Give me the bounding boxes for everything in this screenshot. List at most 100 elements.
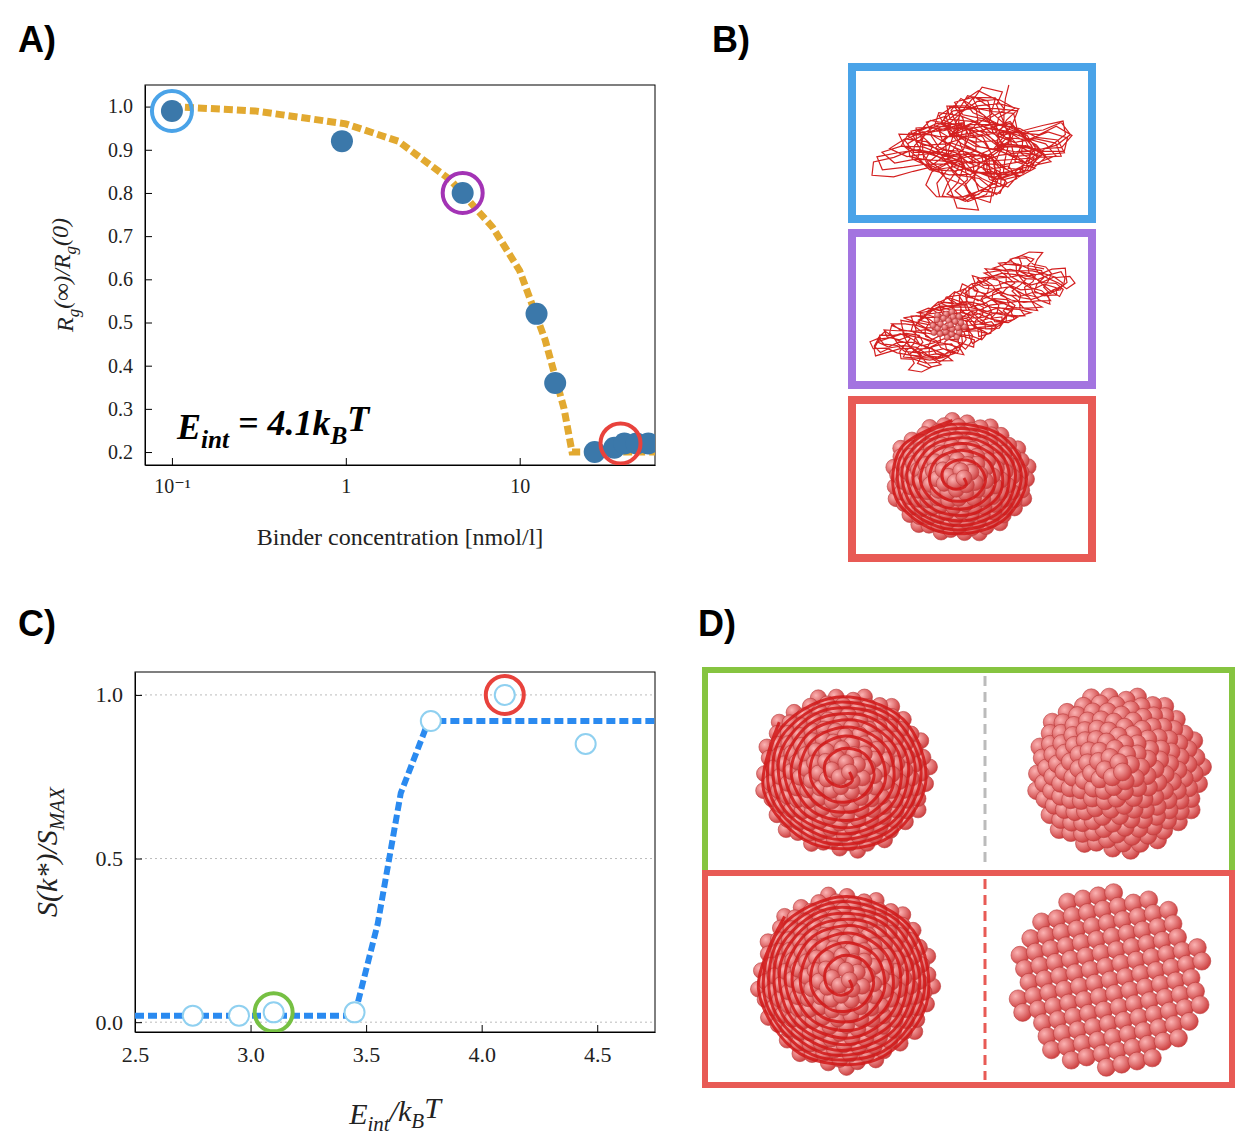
polymer-globule	[750, 887, 940, 1075]
y-axis: 0.0 0.5 1.0	[96, 673, 143, 1035]
tick: 0.7	[108, 225, 152, 247]
text-segment: Binder concentration [nmol/l]	[257, 524, 544, 550]
tick: 1.0	[96, 682, 143, 707]
polymer-globule	[930, 309, 968, 341]
data-point	[229, 1006, 249, 1026]
fit-line	[172, 107, 655, 452]
bead	[1078, 1048, 1096, 1066]
tick-mark	[597, 1025, 598, 1032]
tick-mark	[145, 452, 152, 453]
tick: 1.0	[108, 95, 152, 117]
tick: 1	[341, 458, 351, 497]
polymer-chain	[872, 85, 1072, 210]
tick-mark	[145, 193, 152, 194]
tick-label: 10⁻¹	[154, 475, 191, 497]
bead	[948, 322, 954, 328]
data-point	[183, 1006, 203, 1026]
tick-mark	[366, 1025, 367, 1032]
text-segment: B	[411, 1109, 424, 1133]
bead	[1113, 763, 1131, 781]
image-frame	[852, 400, 1092, 558]
ordered-globule	[1009, 884, 1211, 1077]
y-axis-title: Rg(∞)/Rg(0)	[47, 218, 83, 333]
bead	[956, 314, 962, 320]
tick-label: 0.3	[108, 398, 133, 420]
tick: 3.5	[353, 1025, 381, 1067]
tick: 0.6	[108, 268, 152, 290]
text-segment: g	[64, 309, 83, 317]
tick-mark	[482, 1025, 483, 1032]
tick-label: 0.7	[108, 225, 133, 247]
tick: 0.2	[108, 441, 152, 463]
tick-label: 0.5	[96, 846, 124, 871]
tick-mark	[145, 366, 152, 367]
tick-mark	[135, 695, 142, 696]
tick-label: 1.0	[96, 682, 124, 707]
tick-label: 3.5	[353, 1042, 381, 1067]
bead	[1128, 1052, 1146, 1070]
tick: 0.5	[108, 311, 152, 333]
tick: 0.3	[108, 398, 152, 420]
axis-line	[145, 86, 146, 466]
text-segment: E	[176, 407, 201, 447]
highlight-ring	[443, 173, 483, 213]
chart-panel: 2.5 3.0 3.5 4.0 4.5 0.0 0.5 1.0 Eint/kBT S(k*)/SM…	[30, 672, 656, 1136]
panel-letter: C)	[18, 603, 56, 644]
data-point	[495, 685, 515, 705]
text-segment: int	[201, 426, 230, 453]
panel-letter: D)	[698, 603, 736, 644]
chain-backbone	[893, 420, 1027, 533]
tick-mark	[520, 458, 521, 465]
tick: 4.0	[468, 1025, 496, 1067]
bead	[942, 324, 948, 330]
text-segment: S(k*)/S	[30, 830, 64, 917]
data-point	[345, 1002, 365, 1022]
tick-label: 0.6	[108, 268, 133, 290]
axis-line	[146, 465, 656, 466]
panel-letter: A)	[18, 19, 56, 60]
tick-mark	[251, 1025, 252, 1032]
text-segment: g	[61, 246, 80, 254]
tick: 4.5	[584, 1025, 612, 1067]
tick-label: 0.4	[108, 355, 133, 377]
highlight-ring	[152, 91, 192, 131]
tick-label: 4.5	[584, 1042, 612, 1067]
polymer-globule	[756, 689, 938, 858]
text-segment: (0)	[47, 218, 73, 246]
polymer-globule	[1028, 688, 1212, 859]
text-segment: = 4.1k	[229, 403, 331, 443]
bead	[1154, 1032, 1172, 1050]
tick-label: 0.0	[96, 1010, 124, 1035]
tick: 10	[510, 458, 530, 497]
text-segment: T	[347, 399, 371, 439]
polymer-globule	[886, 412, 1036, 540]
data-point	[544, 372, 566, 394]
bead	[1193, 952, 1211, 970]
data-point	[161, 100, 183, 122]
tick-mark	[135, 1022, 142, 1023]
bead	[1191, 996, 1209, 1014]
image-frame	[852, 67, 1092, 219]
highlight-ring	[255, 993, 293, 1031]
axis-line	[136, 1032, 656, 1033]
bead	[1014, 1003, 1032, 1021]
y-axis-title: S(k*)/SMAX	[30, 786, 69, 917]
tick: 3.0	[237, 1025, 264, 1067]
marks	[135, 676, 655, 1031]
tick-label: 3.0	[237, 1042, 264, 1067]
tick-mark	[145, 150, 152, 151]
tick-label: 0.8	[108, 182, 133, 204]
x-axis-title: Eint/kBT	[348, 1091, 443, 1137]
bead	[937, 331, 943, 337]
tick-label: 0.5	[108, 311, 133, 333]
data-point	[526, 303, 548, 325]
plot-frame	[135, 672, 655, 1032]
tick-label: 2.5	[122, 1042, 150, 1067]
chart-panel: 10⁻¹1100.20.30.40.50.60.70.80.91.0Binder…	[47, 85, 659, 550]
text-segment: (∞)/R	[49, 254, 75, 309]
highlight-ring	[486, 676, 524, 714]
bead	[1180, 1012, 1198, 1030]
highlight-ring	[601, 423, 641, 463]
text-segment: int	[367, 1112, 390, 1136]
bead	[1043, 1041, 1061, 1059]
